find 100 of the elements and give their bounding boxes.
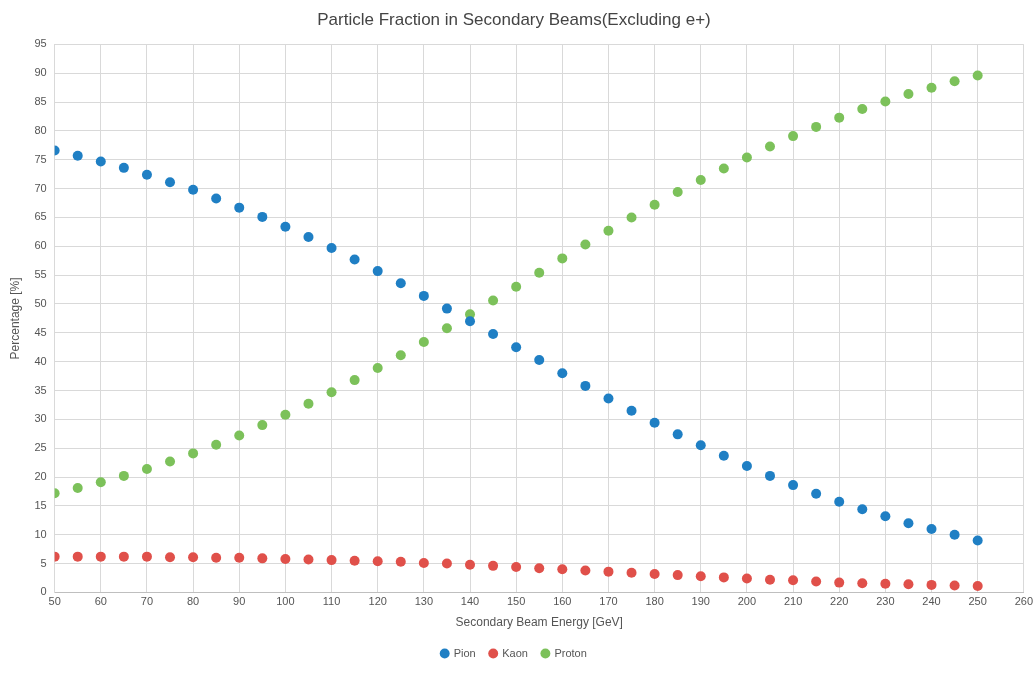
point <box>949 580 960 591</box>
point <box>280 553 291 564</box>
y-tick-label: 75 <box>34 152 47 165</box>
point <box>349 254 360 265</box>
point <box>557 368 568 379</box>
point <box>718 163 729 174</box>
point <box>811 576 822 587</box>
point <box>118 551 129 562</box>
point <box>534 267 545 278</box>
x-tick-label: 220 <box>830 595 849 608</box>
point <box>211 552 222 563</box>
point <box>511 342 522 353</box>
point <box>418 557 429 568</box>
point <box>188 184 199 195</box>
point <box>580 380 591 391</box>
point <box>603 225 614 236</box>
point <box>372 266 383 277</box>
point <box>234 202 245 213</box>
point <box>95 551 106 562</box>
point <box>141 169 152 180</box>
x-axis-title: Secondary Beam Energy [GeV] <box>455 615 623 630</box>
point <box>788 480 799 491</box>
y-tick-label: 40 <box>34 354 47 367</box>
point <box>211 193 222 204</box>
point <box>72 482 83 493</box>
point <box>488 295 499 306</box>
point <box>188 448 199 459</box>
point <box>857 104 868 115</box>
point <box>511 562 522 573</box>
point <box>880 578 891 589</box>
point <box>557 564 568 575</box>
point <box>257 420 268 431</box>
point <box>72 551 83 562</box>
point <box>418 290 429 301</box>
x-tick-label: 180 <box>645 595 664 608</box>
point <box>488 560 499 571</box>
y-tick-label: 45 <box>34 325 47 338</box>
point <box>395 350 406 361</box>
point <box>465 559 475 570</box>
y-tick-label: 60 <box>34 239 47 252</box>
y-tick-label: 90 <box>34 66 47 79</box>
point <box>303 232 314 243</box>
y-tick-label: 55 <box>34 268 47 281</box>
point <box>672 429 683 440</box>
point <box>949 529 960 540</box>
point <box>695 174 706 185</box>
y-tick-label: 70 <box>34 181 47 194</box>
point <box>257 211 268 222</box>
point <box>857 504 868 515</box>
point <box>418 337 429 348</box>
point <box>188 552 199 563</box>
legend-label: Kaon <box>502 646 528 659</box>
point <box>165 456 176 467</box>
y-tick-label: 80 <box>34 123 47 136</box>
point <box>118 470 129 481</box>
point <box>234 552 245 563</box>
point <box>741 152 752 163</box>
point <box>141 463 152 474</box>
x-tick-label: 160 <box>553 595 572 608</box>
x-tick-label: 60 <box>94 595 107 608</box>
point <box>488 328 499 339</box>
x-tick-label: 110 <box>322 595 341 608</box>
x-tick-label: 250 <box>968 595 987 608</box>
point <box>349 555 360 566</box>
x-tick-label: 80 <box>186 595 200 608</box>
point <box>903 518 914 529</box>
point <box>534 354 545 365</box>
y-tick-label: 65 <box>34 210 47 223</box>
legend-label: Proton <box>554 646 587 659</box>
point <box>626 212 637 223</box>
point <box>603 566 614 577</box>
x-tick-label: 70 <box>140 595 154 608</box>
point <box>926 82 937 93</box>
x-tick-label: 200 <box>737 595 757 608</box>
point <box>165 552 176 563</box>
point <box>764 574 775 585</box>
point <box>395 556 406 567</box>
point <box>441 323 452 334</box>
point <box>441 303 452 314</box>
point <box>372 363 383 374</box>
legend-label: Pion <box>453 646 476 659</box>
point <box>280 409 291 420</box>
y-tick-label: 85 <box>34 95 47 108</box>
point <box>649 199 660 210</box>
point <box>903 579 914 590</box>
point <box>741 573 752 584</box>
point <box>811 121 822 132</box>
point <box>857 578 868 589</box>
point <box>718 450 729 461</box>
point <box>949 76 960 87</box>
point <box>349 375 360 386</box>
x-tick-label: 240 <box>922 595 941 608</box>
point <box>326 243 337 254</box>
point <box>926 523 937 534</box>
x-tick-label: 120 <box>368 595 387 608</box>
point <box>764 470 775 481</box>
point <box>511 281 522 292</box>
y-tick-label: 10 <box>34 527 47 540</box>
point <box>580 239 591 250</box>
point <box>972 535 983 546</box>
